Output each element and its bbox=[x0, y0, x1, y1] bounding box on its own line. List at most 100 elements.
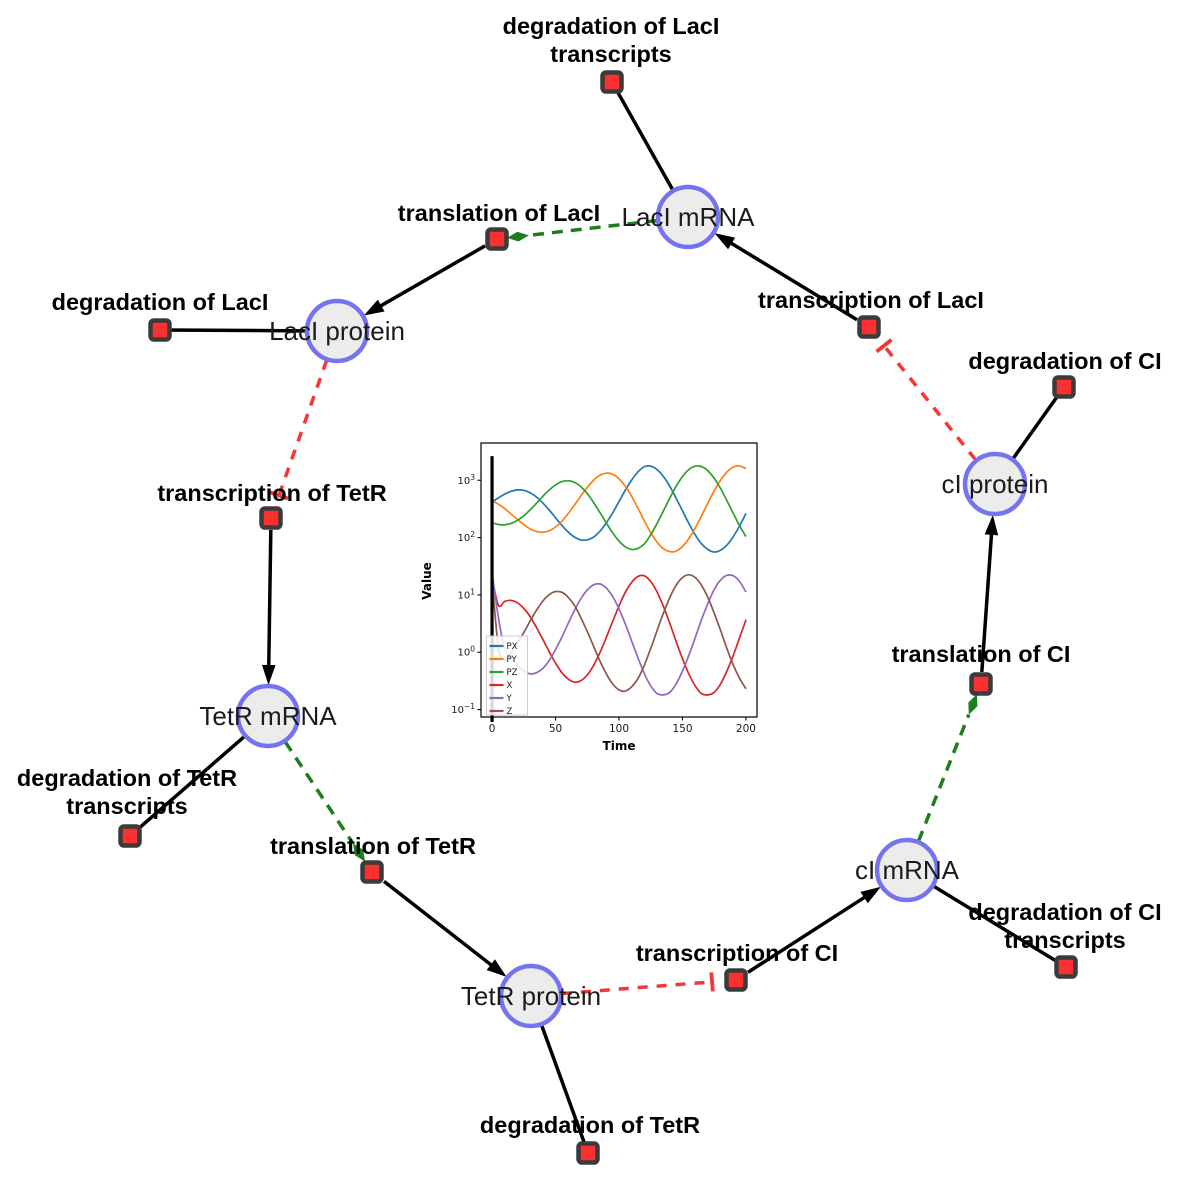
y-tick-base: 10 bbox=[451, 705, 464, 716]
reaction-label-line: transcripts bbox=[550, 41, 671, 67]
edge-translation-of-laci-laci-protein bbox=[363, 244, 486, 316]
consumption-edge-line bbox=[1011, 385, 1066, 460]
edge-ci-mrna-degradation-of-ci-transcripts bbox=[932, 884, 1067, 969]
y-tick-exponent: 0 bbox=[470, 645, 475, 654]
reaction-node-transcription-of-tetr[interactable] bbox=[259, 506, 283, 530]
reaction-label-degradation-of-laci: degradation of LacI bbox=[52, 289, 269, 315]
reaction-label-line: transcription of CI bbox=[636, 940, 838, 966]
edges-layer bbox=[128, 81, 1067, 1154]
plot-curves bbox=[491, 465, 747, 696]
y-axis-label: Value bbox=[420, 562, 434, 600]
reaction-node-degradation-of-tetr[interactable] bbox=[576, 1141, 600, 1165]
inhibition-edge-line bbox=[277, 359, 329, 496]
edge-ci-protein-degradation-of-ci bbox=[1011, 385, 1066, 460]
x-tick-label: 0 bbox=[489, 723, 496, 735]
reaction-node-translation-of-laci[interactable] bbox=[485, 227, 509, 251]
series-PX-line bbox=[491, 465, 747, 553]
reaction-label-line: transcription of TetR bbox=[157, 480, 386, 506]
reaction-label-line: degradation of CI bbox=[968, 899, 1161, 925]
legend-box bbox=[486, 635, 528, 716]
reaction-label-line: degradation of CI bbox=[968, 348, 1161, 374]
edge-ci-protein-transcription-of-laci bbox=[875, 338, 977, 461]
modifier-edge-line bbox=[283, 740, 355, 845]
edge-laci-protein-degradation-of-laci bbox=[159, 328, 307, 333]
arrowhead-icon bbox=[363, 299, 385, 316]
reaction-label-transcription-of-ci: transcription of CI bbox=[636, 940, 838, 966]
edge-laci-mrna-translation-of-laci bbox=[507, 218, 658, 242]
species-node-ci-protein[interactable] bbox=[962, 451, 1028, 517]
species-label-tetr-protein: TetR protein bbox=[461, 981, 601, 1011]
production-edge-line bbox=[376, 244, 486, 310]
series-PY-line bbox=[491, 465, 747, 553]
arrowhead-icon bbox=[486, 959, 507, 977]
edge-transcription-of-tetr-tetr-mrna bbox=[261, 529, 276, 686]
species-node-laci-protein[interactable] bbox=[304, 298, 370, 364]
reaction-node-degradation-of-ci-transcripts[interactable] bbox=[1054, 955, 1078, 979]
species-node-tetr-protein[interactable] bbox=[498, 963, 564, 1029]
reaction-label-degradation-of-ci: degradation of CI bbox=[968, 348, 1161, 374]
reaction-node-transcription-of-ci[interactable] bbox=[724, 968, 748, 992]
consumption-edge-line bbox=[932, 884, 1067, 969]
legend-label-PY: PY bbox=[507, 655, 518, 665]
reaction-label-degradation-of-tetr: degradation of TetR bbox=[480, 1112, 700, 1138]
tee-bar-icon bbox=[269, 490, 289, 501]
edge-laci-protein-transcription-of-tetr bbox=[269, 359, 329, 501]
y-tick-exponent: 2 bbox=[470, 530, 475, 539]
y-tick-label: 10−1 bbox=[451, 702, 475, 716]
production-edge-line bbox=[266, 529, 273, 670]
legend: PX PY PZ XYZ bbox=[486, 635, 528, 717]
y-tick-exponent: −1 bbox=[464, 702, 475, 711]
species-label-tetr-mrna: TetR mRNA bbox=[199, 701, 337, 731]
legend-label-PZ: PZ bbox=[507, 668, 518, 678]
reaction-label-translation-of-tetr: translation of TetR bbox=[270, 833, 476, 859]
labels-layer: LacI mRNA LacI protein cI protein TetR mRNA… bbox=[17, 13, 1162, 1138]
reaction-label-line: transcripts bbox=[66, 793, 187, 819]
species-node-tetr-mrna[interactable] bbox=[235, 683, 301, 749]
edge-translation-of-tetr-tetr-protein bbox=[382, 879, 507, 977]
reaction-label-degradation-of-ci-transcripts: degradation of CI transcripts bbox=[968, 899, 1161, 953]
production-edge-line bbox=[382, 879, 496, 969]
reaction-node-degradation-of-ci[interactable] bbox=[1052, 375, 1076, 399]
x-tick-label: 150 bbox=[672, 723, 692, 735]
reaction-label-line: degradation of LacI bbox=[503, 13, 720, 39]
series-Z-line bbox=[491, 573, 747, 693]
y-tick-label: 102 bbox=[457, 530, 475, 544]
legend-label-X: X bbox=[507, 681, 513, 691]
y-tick-exponent: 3 bbox=[470, 473, 475, 482]
series-PZ-line bbox=[491, 465, 747, 551]
reaction-node-translation-of-tetr[interactable] bbox=[360, 860, 384, 884]
reaction-label-transcription-of-tetr: transcription of TetR bbox=[157, 480, 386, 506]
reaction-node-translation-of-ci[interactable] bbox=[969, 672, 993, 696]
timeseries-inset-plot: 0 50 100 150 20010−1100101102103TimeValuePXP… bbox=[420, 442, 758, 753]
reaction-label-line: transcription of LacI bbox=[758, 287, 984, 313]
reaction-node-degradation-of-tetr-transcripts[interactable] bbox=[118, 824, 142, 848]
species-node-laci-mrna[interactable] bbox=[655, 184, 721, 250]
species-label-ci-protein: cI protein bbox=[942, 469, 1049, 499]
reaction-node-degradation-of-laci[interactable] bbox=[148, 318, 172, 342]
diamond-arrowhead-icon bbox=[352, 843, 366, 862]
y-tick-base: 10 bbox=[457, 590, 470, 601]
production-edge-line bbox=[980, 530, 994, 673]
consumption-edge-line bbox=[610, 81, 675, 191]
tee-bar-icon bbox=[709, 972, 715, 992]
consumption-edge-line bbox=[128, 735, 246, 838]
consumption-edge-line bbox=[159, 328, 307, 333]
y-tick-base: 10 bbox=[457, 476, 470, 487]
species-node-ci-mrna[interactable] bbox=[874, 837, 940, 903]
arrowhead-icon bbox=[714, 233, 736, 250]
production-edge-line bbox=[727, 239, 858, 322]
inhibition-edge-line bbox=[561, 980, 713, 996]
reaction-label-line: degradation of LacI bbox=[52, 289, 269, 315]
reaction-node-degradation-of-laci-transcripts[interactable] bbox=[600, 70, 624, 94]
modifier-edge-line bbox=[528, 218, 658, 238]
reaction-label-line: degradation of TetR bbox=[480, 1112, 700, 1138]
modifier-edge-line bbox=[916, 713, 971, 842]
reaction-label-line: transcripts bbox=[1004, 927, 1125, 953]
reaction-label-translation-of-ci: translation of CI bbox=[892, 641, 1071, 667]
y-tick-base: 10 bbox=[457, 533, 470, 544]
reaction-node-transcription-of-laci[interactable] bbox=[857, 315, 881, 339]
edge-transcription-of-ci-ci-mrna bbox=[747, 886, 881, 974]
series-Y-line bbox=[491, 571, 747, 696]
